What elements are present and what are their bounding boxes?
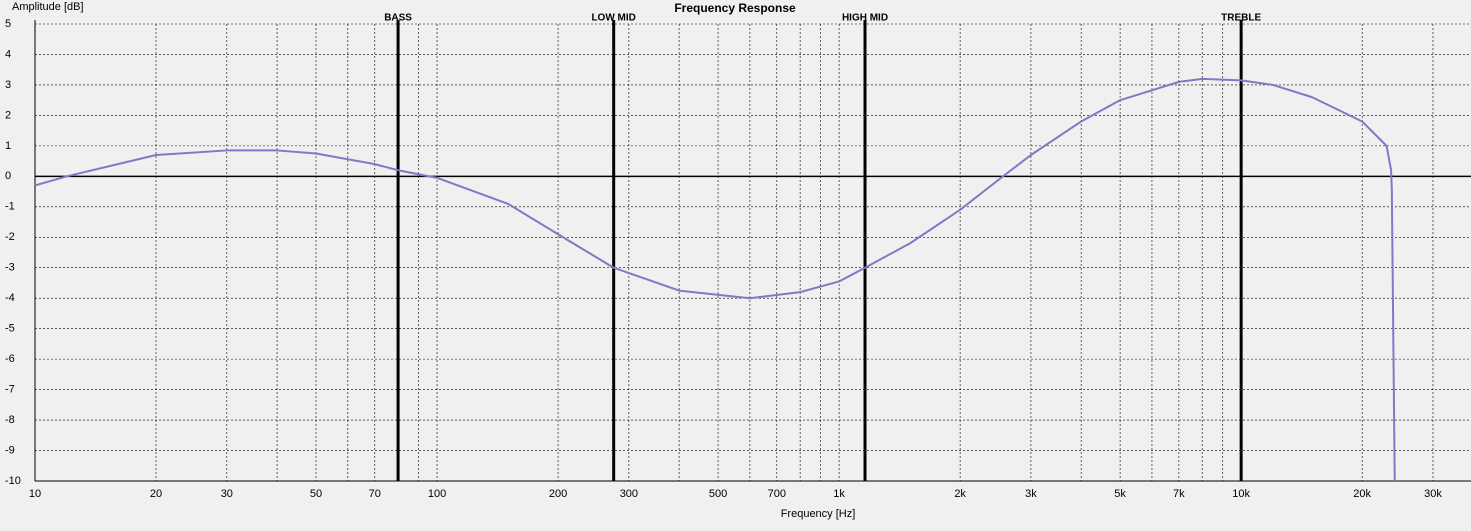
y-tick-label: -1 <box>5 201 15 213</box>
x-axis-label: Frequency [Hz] <box>781 508 856 520</box>
y-tick-label: -8 <box>5 414 15 426</box>
band-label: BASS <box>384 13 412 24</box>
y-tick-label: 5 <box>5 18 11 30</box>
x-tick-label: 1k <box>833 488 845 500</box>
band-label: TREBLE <box>1221 13 1261 24</box>
response-line <box>34 77 1396 482</box>
y-tick-label: 3 <box>5 79 11 91</box>
y-tick-label: 0 <box>5 170 11 182</box>
x-tick-label: 10 <box>29 488 41 500</box>
y-tick-label: -9 <box>5 444 15 456</box>
y-tick-label: -5 <box>5 323 15 335</box>
band-label: HIGH MID <box>842 13 888 24</box>
x-tick-label: 700 <box>768 488 786 500</box>
chart-title: Frequency Response <box>674 1 796 15</box>
x-tick-label: 10k <box>1232 488 1250 500</box>
x-tick-label: 7k <box>1173 488 1185 500</box>
x-tick-label: 20k <box>1353 488 1371 500</box>
x-tick-label: 500 <box>709 488 727 500</box>
y-tick-label: 2 <box>5 109 11 121</box>
x-tick-label: 30 <box>221 488 233 500</box>
x-tick-label: 200 <box>549 488 567 500</box>
x-tick-label: 3k <box>1025 488 1037 500</box>
y-axis-label: Amplitude [dB] <box>12 1 84 13</box>
y-tick-label: -10 <box>5 475 21 487</box>
x-tick-label: 70 <box>369 488 381 500</box>
x-tick-label: 2k <box>954 488 966 500</box>
y-tick-label: -4 <box>5 292 15 304</box>
y-tick-label: 4 <box>5 48 11 60</box>
x-tick-label: 300 <box>620 488 638 500</box>
y-tick-label: -6 <box>5 353 15 365</box>
x-tick-label: 20 <box>150 488 162 500</box>
band-label: LOW MID <box>591 13 635 24</box>
x-tick-label: 100 <box>428 488 446 500</box>
x-tick-label: 50 <box>310 488 322 500</box>
x-tick-label: 30k <box>1424 488 1442 500</box>
y-tick-label: -2 <box>5 231 15 243</box>
y-tick-label: -3 <box>5 262 15 274</box>
y-tick-label: -7 <box>5 384 15 396</box>
x-tick-label: 5k <box>1114 488 1126 500</box>
y-tick-label: 1 <box>5 140 11 152</box>
